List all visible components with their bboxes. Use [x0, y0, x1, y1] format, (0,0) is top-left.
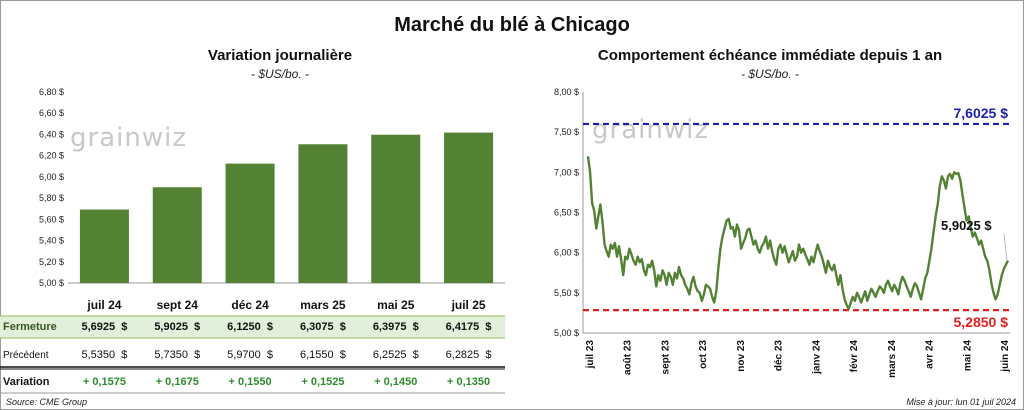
line-x-tick-label: juil 23 [585, 340, 596, 370]
line-y-tick-label: 8,00 $ [554, 87, 579, 97]
table-cell: 6,3975 $ [373, 321, 419, 333]
table-cell: + 0,1525 [301, 376, 344, 388]
update-note: Mise à jour: lun 01 juil 2024 [906, 397, 1016, 407]
bar-y-tick-label: 6,40 $ [39, 129, 64, 139]
watermark-right: grainwiz [592, 115, 709, 145]
line-y-tick-label: 6,00 $ [554, 248, 579, 258]
table-cell: 6,3075 $ [300, 321, 346, 333]
line-chart-unit: - $US/bo. - [740, 67, 800, 81]
line-x-tick-label: mars 24 [887, 340, 898, 378]
table-cell: 6,2825 $ [446, 349, 492, 361]
line-y-tick-label: 7,00 $ [554, 167, 579, 177]
bar-chart-title: Variation journalière [207, 47, 353, 64]
last-price-leader [1003, 233, 1008, 261]
table-cell: + 0,1675 [156, 376, 199, 388]
table-row-highlight [0, 316, 505, 338]
bar [444, 132, 494, 283]
price-series-line [586, 156, 1010, 311]
line-x-tick-label: févr 24 [849, 340, 860, 373]
table-cell: 5,7350 $ [154, 349, 200, 361]
table-cell: 6,2525 $ [373, 349, 419, 361]
line-y-tick-label: 5,00 $ [554, 328, 579, 338]
table-cell: 5,9700 $ [227, 349, 273, 361]
line-y-tick-label: 5,50 $ [554, 288, 579, 298]
page-title: Marché du blé à Chicago [394, 14, 630, 36]
line-x-tick-label: juin 24 [1000, 340, 1011, 373]
bar-y-tick-label: 6,60 $ [39, 108, 64, 118]
table-cell: 5,9025 $ [154, 321, 200, 333]
table-cell: + 0,1450 [374, 376, 417, 388]
bar-y-tick-label: 5,60 $ [39, 214, 64, 224]
bar [298, 144, 348, 283]
line-x-tick-label: août 23 [623, 340, 634, 375]
bar-category-label: mars 25 [300, 298, 346, 312]
table-cell: 6,1550 $ [300, 349, 346, 361]
bar-category-label: juil 25 [451, 298, 486, 312]
table-cell: + 0,1575 [83, 376, 126, 388]
bar-y-tick-label: 5,40 $ [39, 236, 64, 246]
bar-y-tick-label: 6,00 $ [39, 172, 64, 182]
table-cell: 5,6925 $ [81, 321, 127, 333]
bar-category-label: sept 24 [157, 298, 199, 312]
line-y-tick-label: 7,50 $ [554, 127, 579, 137]
bar-y-tick-label: 5,00 $ [39, 278, 64, 288]
last-price-label: 5,9025 $ [941, 218, 992, 233]
low-reference-label: 5,2850 $ [954, 314, 1009, 330]
watermark-left: grainwiz [70, 123, 187, 153]
bar-chart-unit: - $US/bo. - [250, 67, 310, 81]
table-cell: 6,1250 $ [227, 321, 273, 333]
line-chart-title: Comportement échéance immédiate depuis 1… [597, 47, 943, 64]
bar [225, 163, 275, 283]
bar [371, 134, 421, 283]
bar-category-label: mai 25 [377, 298, 415, 312]
table-cell: + 0,1550 [229, 376, 272, 388]
line-x-tick-label: mai 24 [962, 340, 973, 372]
bar [152, 187, 202, 283]
line-x-tick-label: avr 24 [925, 340, 936, 369]
bar-y-tick-label: 6,80 $ [39, 87, 64, 97]
high-reference-label: 7,6025 $ [954, 105, 1009, 121]
line-x-tick-label: oct 23 [698, 340, 709, 369]
line-x-tick-label: sept 23 [660, 340, 671, 375]
table-row-label: Variation [3, 376, 50, 388]
bar-y-tick-label: 5,80 $ [39, 193, 64, 203]
line-x-tick-label: janv 24 [811, 340, 822, 375]
line-x-tick-label: déc 23 [774, 340, 785, 372]
source-note: Source: CME Group [6, 397, 88, 407]
bar-category-label: déc 24 [231, 298, 269, 312]
table-cell: 5,5350 $ [81, 349, 127, 361]
bar-y-tick-label: 5,20 $ [39, 257, 64, 267]
line-x-tick-label: nov 23 [736, 340, 747, 372]
table-cell: + 0,1350 [447, 376, 490, 388]
table-cell: 6,4175 $ [446, 321, 492, 333]
line-y-tick-label: 6,50 $ [554, 208, 579, 218]
bar-category-label: juil 24 [86, 298, 121, 312]
bar-y-tick-label: 6,20 $ [39, 151, 64, 161]
bar [79, 209, 129, 283]
table-row-label: Fermeture [3, 321, 57, 333]
table-row-label: Précédent [3, 350, 49, 361]
